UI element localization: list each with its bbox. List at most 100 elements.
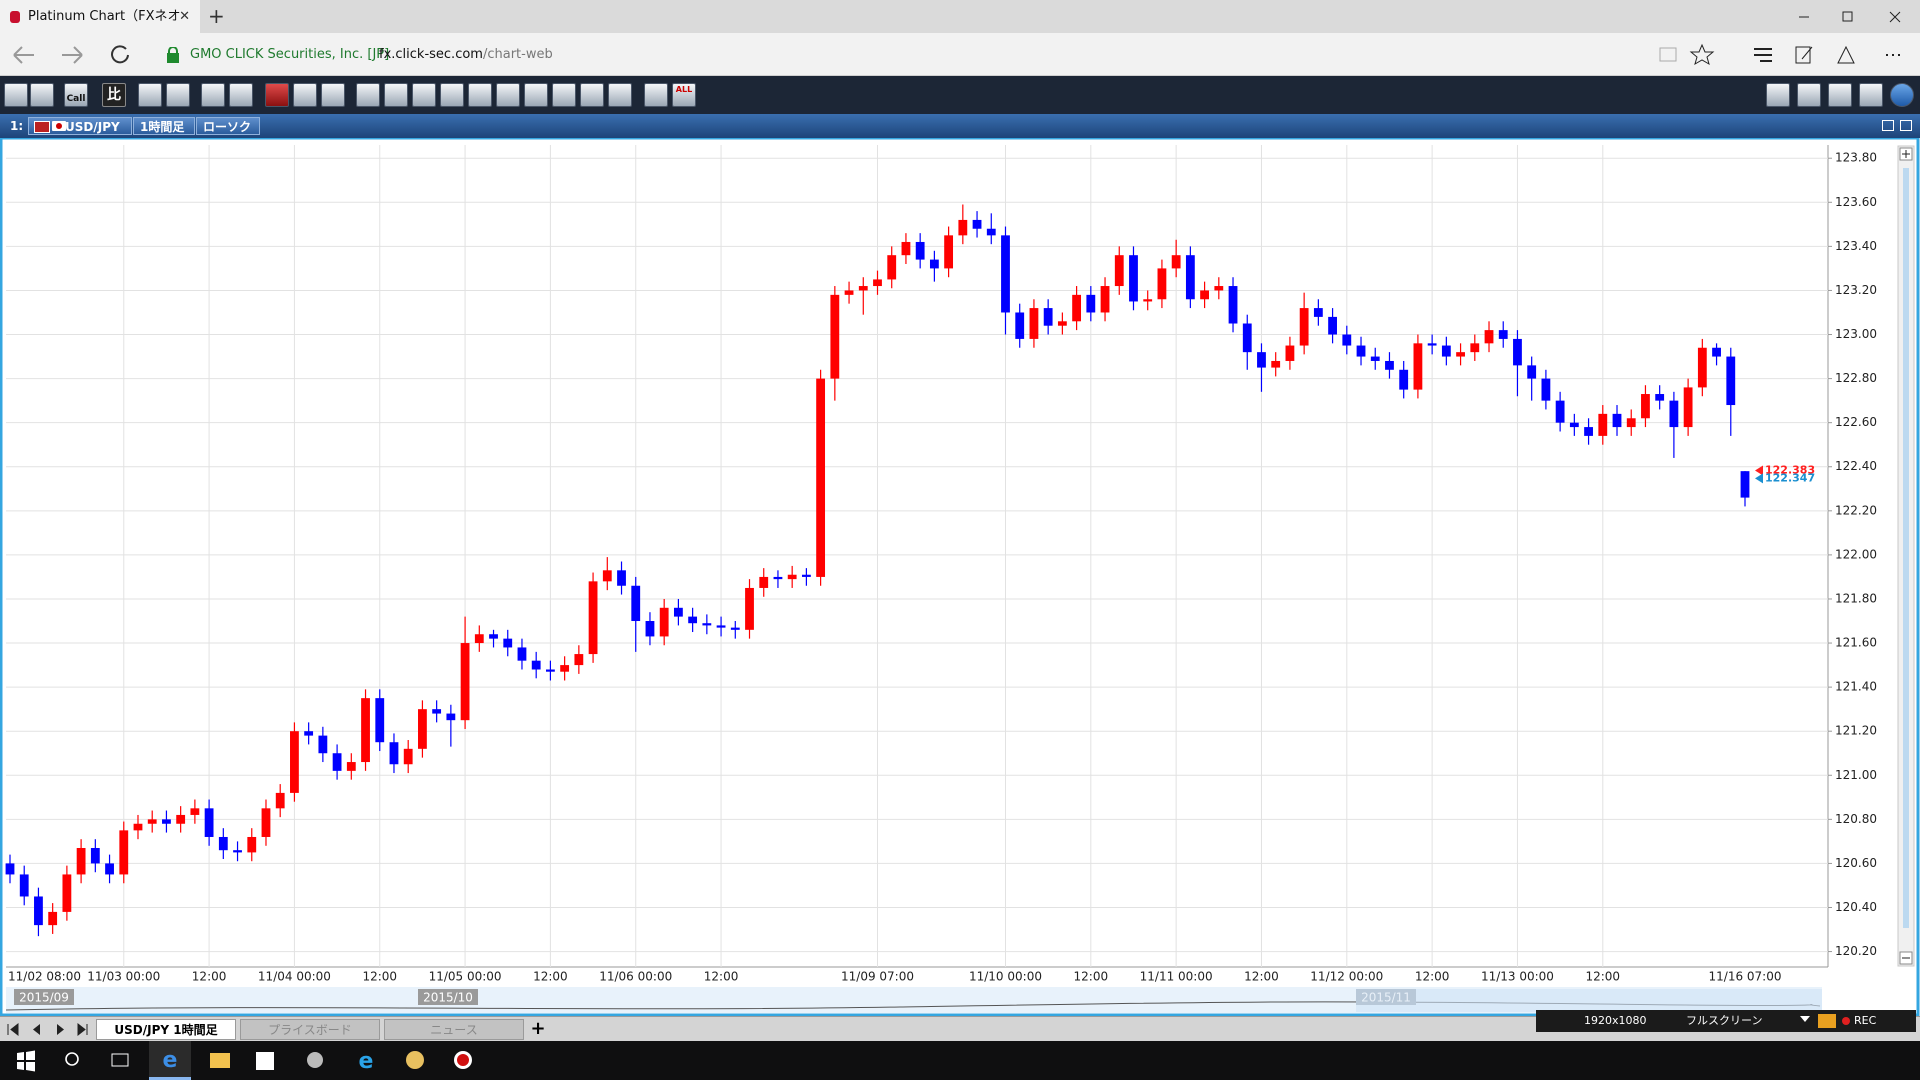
tool-button[interactable] [1797, 83, 1821, 107]
app[interactable] [406, 1051, 424, 1069]
tool-button[interactable] [580, 83, 604, 107]
candle-body [716, 625, 726, 628]
browser-tab[interactable]: Platinum Chart（FXネオ ✕ [0, 0, 200, 33]
candle-body [688, 616, 698, 624]
candle-body [972, 219, 982, 229]
tool-button[interactable] [524, 83, 548, 107]
start[interactable] [17, 1050, 35, 1072]
tool-button[interactable] [201, 83, 225, 107]
camera[interactable] [1818, 1014, 1836, 1028]
tool-button[interactable] [608, 83, 632, 107]
tool-crosshair[interactable] [265, 83, 289, 107]
url[interactable]: fx.click-sec.com/chart-web [379, 33, 553, 76]
web-note[interactable] [1795, 46, 1813, 64]
screen-mode[interactable]: フルスクリーン [1686, 1014, 1763, 1027]
last[interactable] [77, 1022, 88, 1037]
hub[interactable] [1754, 48, 1772, 62]
price-marker [1755, 473, 1763, 484]
tool-button[interactable] [644, 83, 668, 107]
tool-call[interactable]: Call [64, 83, 88, 107]
candle-body [1641, 394, 1650, 419]
chart-style[interactable]: ローソク [196, 117, 260, 135]
refresh[interactable] [111, 45, 129, 64]
tool-delete-all[interactable]: ALL [672, 83, 696, 107]
timeframe[interactable]: 1時間足 [133, 117, 195, 135]
back[interactable] [13, 46, 34, 64]
first[interactable] [7, 1022, 19, 1037]
tool-button[interactable] [356, 83, 380, 107]
tool-button[interactable] [166, 83, 190, 107]
tool-help[interactable] [1890, 83, 1914, 107]
chart: 2015/09 2015/10 2015/11 120.20 120.40 120.… [0, 138, 1920, 1016]
close-chart[interactable] [1900, 120, 1912, 131]
tool-button[interactable] [138, 83, 162, 107]
scroll-thumb[interactable] [1903, 168, 1909, 928]
tab-news[interactable]: ニュース [384, 1019, 524, 1040]
dropdown[interactable] [1800, 1016, 1810, 1022]
y-tick-label: 123.80 [1835, 151, 1877, 165]
tool-button[interactable] [552, 83, 576, 107]
tab-price-board[interactable]: プライスボード [240, 1019, 380, 1040]
tab-chart[interactable]: USD/JPY 1時間足 [96, 1019, 236, 1040]
x-tick-label: 11/05 00:00 [429, 970, 502, 984]
tool-button[interactable] [229, 83, 253, 107]
maximize[interactable] [1882, 120, 1894, 131]
tab-close[interactable]: ✕ [179, 9, 190, 24]
tool-button[interactable] [1859, 83, 1883, 107]
x-tick-label: 11/13 00:00 [1481, 970, 1554, 984]
candle-body [190, 808, 200, 815]
candle-body [1185, 255, 1195, 300]
share[interactable] [1837, 45, 1855, 64]
tool-button[interactable] [321, 83, 345, 107]
favorites[interactable] [1689, 43, 1715, 66]
new-tab[interactable]: + [208, 4, 225, 28]
y-tick-label: 122.40 [1835, 459, 1877, 473]
candle-body [147, 819, 157, 824]
close[interactable] [1889, 11, 1901, 23]
prev[interactable] [33, 1024, 40, 1035]
app[interactable] [307, 1052, 323, 1068]
tool-button[interactable] [1828, 83, 1852, 107]
y-tick-label: 123.60 [1835, 195, 1877, 209]
candle-body [1086, 294, 1096, 313]
record[interactable]: REC [1854, 1014, 1877, 1027]
candle-body [332, 753, 342, 771]
next[interactable] [57, 1024, 64, 1035]
tool-button[interactable] [4, 83, 28, 107]
candle-body [929, 259, 939, 269]
candle-body [1626, 418, 1636, 428]
store[interactable] [256, 1052, 274, 1070]
search[interactable] [65, 1052, 79, 1066]
edge[interactable]: e [163, 1048, 178, 1073]
candle-body [1328, 316, 1337, 335]
forward[interactable] [62, 46, 83, 64]
candle-body [1612, 413, 1622, 428]
reading-view[interactable] [1659, 47, 1677, 62]
tool-button[interactable] [384, 83, 408, 107]
tool-button[interactable] [412, 83, 436, 107]
tool-button[interactable] [293, 83, 317, 107]
task-view[interactable] [111, 1053, 129, 1067]
tool-compare[interactable]: 比 [102, 83, 126, 107]
y-tick-label: 121.60 [1835, 636, 1877, 650]
candle-body [915, 241, 925, 260]
candle-body [432, 709, 442, 714]
restore[interactable] [1842, 11, 1853, 22]
candle-body [1427, 343, 1437, 346]
tool-button[interactable] [440, 83, 464, 107]
tool-button[interactable] [496, 83, 520, 107]
explorer[interactable] [210, 1053, 230, 1068]
tool-button[interactable] [1766, 83, 1790, 107]
navigator-window[interactable] [1356, 989, 1822, 1012]
y-tick-label: 123.00 [1835, 327, 1877, 341]
tool-button[interactable] [30, 83, 54, 107]
price-marker [1755, 465, 1763, 476]
x-tick-label: 11/04 00:00 [258, 970, 331, 984]
tool-button[interactable] [468, 83, 492, 107]
x-tick-label: 11/16 07:00 [1709, 970, 1782, 984]
x-tick-label: 12:00 [533, 970, 568, 984]
ie[interactable]: e [359, 1049, 374, 1074]
candle-body [1015, 312, 1025, 339]
add-tab[interactable]: + [530, 1018, 546, 1039]
candle-body [1441, 345, 1451, 357]
